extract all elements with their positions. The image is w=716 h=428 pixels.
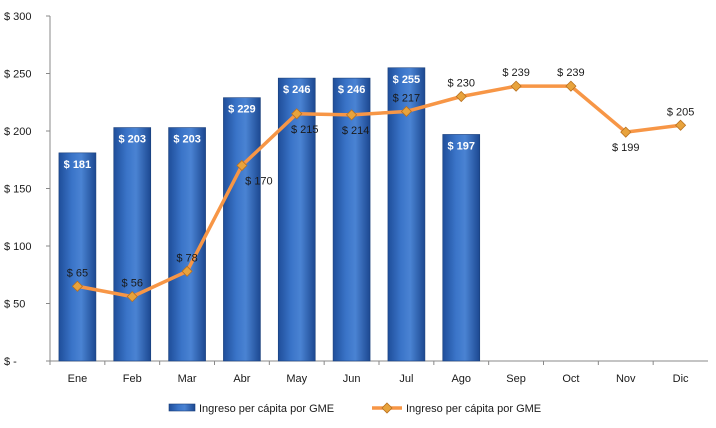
x-axis: Ene Feb Mar Abr May Jun Jul Ago Sep Oct Nov Dic — [49, 360, 708, 385]
line-series — [71, 80, 687, 303]
x-tick-label: May — [286, 373, 307, 385]
bar-value-label: $ 181 — [64, 159, 92, 171]
data-labels: $ 181 $ 203 $ 203 $ 229 $ 246 $ 246 $ 255 $ 197… — [64, 67, 695, 289]
line-value-label: $ 230 — [447, 78, 475, 90]
bar — [223, 97, 261, 362]
x-tick-label: Jul — [399, 373, 413, 385]
bar-value-label: $ 203 — [173, 134, 201, 146]
line-path — [77, 84, 681, 299]
bar-series — [58, 67, 481, 362]
line-value-label: $ 199 — [612, 142, 640, 154]
bar — [113, 127, 152, 362]
bar-value-label: $ 246 — [283, 84, 311, 96]
line-marker — [126, 291, 138, 303]
line-value-label: $ 65 — [67, 267, 88, 279]
x-tick-label: Ene — [68, 373, 88, 385]
line-value-label: $ 217 — [393, 92, 421, 104]
y-tick-label: $ 250 — [4, 69, 32, 81]
x-tick-label: Jun — [343, 373, 361, 385]
bar-value-label: $ 197 — [447, 140, 475, 152]
y-tick-label: $ 150 — [4, 184, 32, 196]
line-marker — [675, 119, 687, 131]
bar-value-label: $ 203 — [118, 134, 146, 146]
bar — [332, 77, 371, 362]
y-tick-label: $ 50 — [4, 299, 25, 311]
line-marker — [620, 126, 632, 138]
line-value-label: $ 170 — [245, 176, 273, 188]
line-marker — [510, 80, 522, 92]
line-marker — [71, 280, 83, 292]
line-value-label: $ 56 — [122, 278, 143, 290]
bar-value-label: $ 246 — [338, 84, 366, 96]
legend: Ingreso per cápita por GME Ingreso per cá… — [168, 402, 541, 415]
legend-line-label: Ingreso per cápita por GME — [406, 403, 541, 415]
line-marker — [181, 265, 193, 277]
y-axis: $ - $ 50 $ 100 $ 150 $ 200 $ 250 $ 300 — [4, 11, 51, 368]
line-marker — [455, 90, 467, 103]
bar — [277, 77, 316, 362]
y-tick-label: $ 200 — [4, 126, 32, 138]
line-marker — [400, 105, 412, 118]
line-value-label: $ 215 — [291, 124, 319, 136]
line-value-label: $ 214 — [342, 125, 370, 137]
line-marker — [291, 108, 303, 120]
x-tick-label: Nov — [616, 373, 636, 385]
line-marker — [565, 80, 577, 92]
y-tick-label: $ 100 — [4, 241, 32, 253]
line-value-label: $ 239 — [557, 67, 585, 79]
x-tick-label: Mar — [178, 373, 197, 385]
x-tick-label: Abr — [233, 373, 250, 385]
line-marker — [236, 159, 248, 172]
y-tick-label: $ 300 — [4, 11, 32, 23]
x-tick-label: Ago — [451, 373, 471, 385]
line-value-label: $ 78 — [176, 252, 197, 264]
x-tick-label: Oct — [562, 373, 579, 385]
legend-bar-swatch — [168, 403, 196, 412]
y-tick-label: $ - — [4, 356, 17, 368]
line-value-label: $ 239 — [502, 67, 530, 79]
legend-bar-label: Ingreso per cápita por GME — [199, 403, 334, 415]
x-tick-label: Sep — [506, 373, 526, 385]
legend-line-marker — [381, 402, 393, 414]
bar — [442, 134, 481, 362]
bar-value-label: $ 255 — [393, 74, 421, 86]
line-value-label: $ 205 — [667, 106, 695, 118]
x-tick-label: Dic — [673, 373, 689, 385]
x-tick-label: Feb — [123, 373, 142, 385]
bar — [58, 152, 97, 362]
line-marker — [346, 109, 358, 121]
bar-value-label: $ 229 — [228, 104, 256, 116]
